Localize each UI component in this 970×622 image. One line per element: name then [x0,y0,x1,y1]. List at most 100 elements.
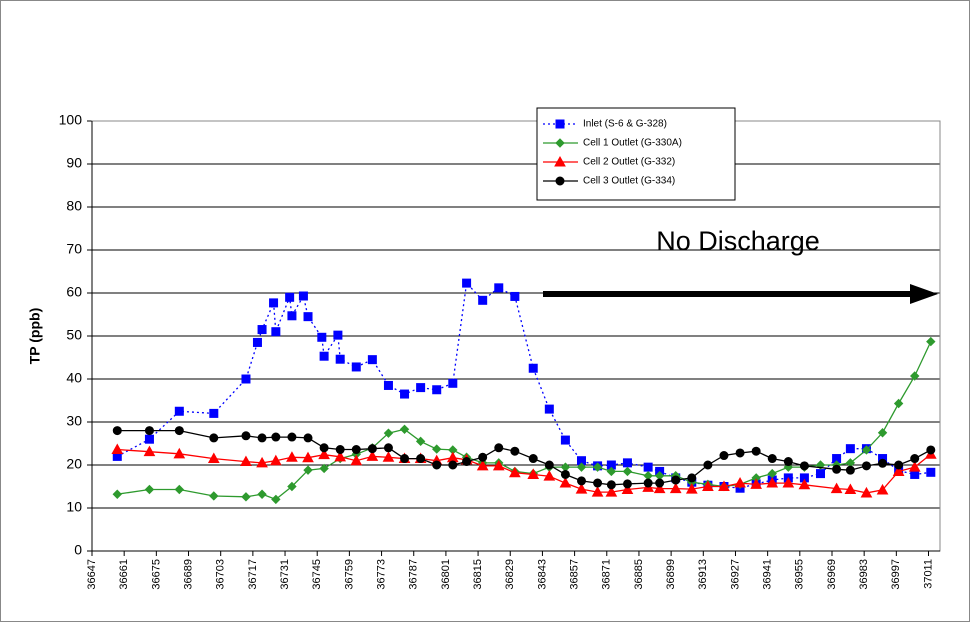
marker [830,482,843,494]
marker [860,486,873,498]
marker [271,494,281,505]
marker [592,462,603,472]
marker [416,383,426,393]
marker [303,433,313,443]
marker [910,469,920,479]
marker [287,311,297,321]
marker [173,447,186,459]
x-tick-label: 36885 [633,559,645,590]
x-tick-label: 36773 [375,559,387,590]
marker [844,483,857,495]
x-tick-label: 36983 [858,559,870,590]
marker [671,475,681,485]
marker [509,466,521,478]
marker [560,435,570,445]
marker [415,436,426,447]
x-tick-label: 36927 [729,559,741,590]
marker [621,483,634,495]
marker [554,155,566,167]
marker [333,330,343,340]
marker [112,426,122,436]
y-axis-label: TP (ppb) [27,308,43,365]
marker [892,465,905,476]
marker [462,278,472,288]
marker [555,176,565,186]
marker [271,327,281,337]
marker [605,486,618,497]
marker [478,295,488,305]
marker [492,459,505,471]
marker [528,363,538,373]
marker [544,460,554,470]
plot-area: 0 10 20 30 40 50 60 70 80 90 100 36647 36661 36675 366… [59,112,941,590]
marker [271,432,281,442]
marker [799,461,809,471]
marker [622,466,633,477]
x-tick-label: 36997 [890,559,902,590]
x-tick-label: 36871 [601,559,613,590]
marker [894,460,904,470]
x-tick-label: 36703 [215,559,227,590]
marker [252,337,262,347]
marker [926,336,936,347]
marker [351,362,361,372]
marker [734,477,746,488]
x-tick-label: 36647 [86,559,98,590]
x-tick-label: 37011 [922,559,934,589]
marker [718,480,730,491]
marker [367,355,377,365]
marker [735,448,745,458]
marker [845,444,855,454]
marker [544,404,554,414]
marker [367,444,377,454]
marker [575,483,588,494]
marker [209,433,219,443]
marker [767,454,777,464]
marker [111,443,124,455]
marker [783,457,793,467]
x-tick-label: 36689 [182,559,194,590]
marker [302,451,314,463]
marker [782,477,795,488]
marker [478,452,488,462]
marker [766,477,779,488]
marker [653,482,666,494]
x-tick-label: 36899 [665,559,677,590]
marker [528,454,538,464]
marker [174,426,184,436]
marker [576,476,586,486]
x-tick-label: 36857 [569,559,581,590]
marker [209,408,219,418]
x-tick-label: 36941 [762,559,774,590]
y-tick-label: 20 [66,456,82,472]
marker [319,351,329,361]
x-tick-label: 36913 [697,559,709,590]
x-tick-label: 36829 [504,559,516,590]
marker [719,451,729,461]
marker [286,451,298,462]
x-tick-label: 36801 [440,559,452,590]
marker [510,446,520,456]
annotation: No Discharge [656,226,820,256]
x-tick-label: 36675 [150,559,162,590]
marker [287,432,297,442]
annotation-arrowhead [910,284,938,304]
marker [893,398,904,409]
marker [335,354,345,364]
marker [432,460,442,470]
y-tick-label: 60 [66,284,82,300]
marker [591,486,604,497]
marker [303,465,313,475]
legend-label: Cell 2 Outlet (G-332) [583,157,675,168]
marker [798,478,811,490]
marker [209,491,219,501]
marker [382,451,395,462]
marker [448,460,458,470]
marker [399,424,410,435]
x-tick-label: 36787 [408,559,420,590]
marker [112,489,122,499]
marker [576,462,587,472]
marker [269,298,279,308]
y-tick-label: 100 [59,112,83,128]
